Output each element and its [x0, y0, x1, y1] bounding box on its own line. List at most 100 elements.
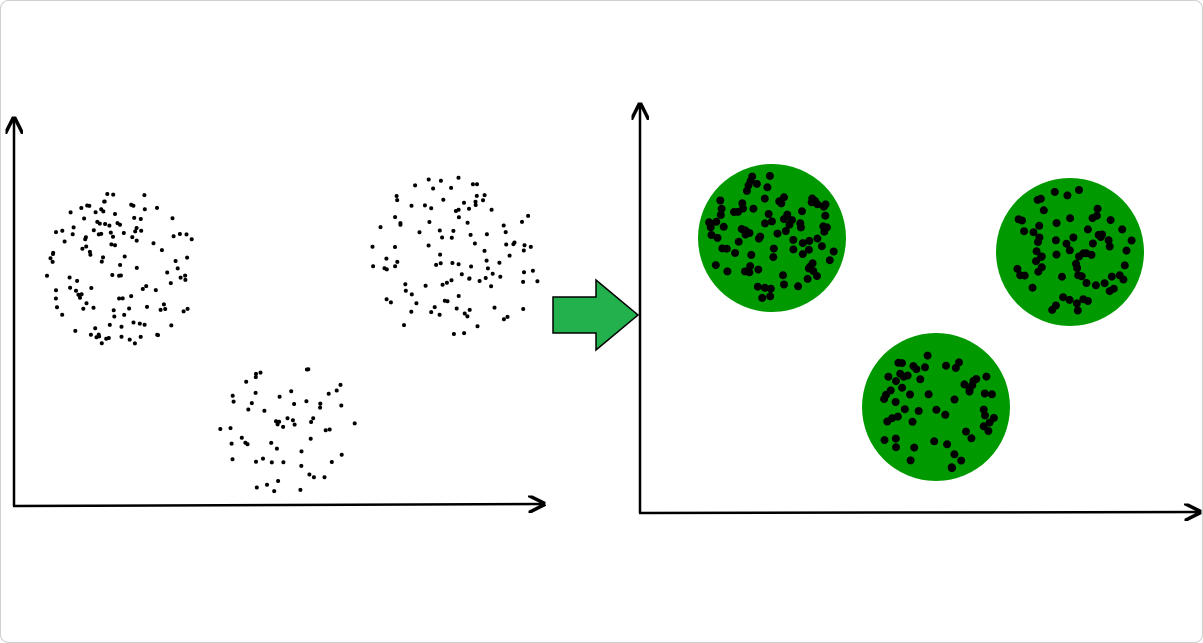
point	[71, 225, 76, 230]
point	[1105, 242, 1114, 251]
point	[403, 288, 408, 293]
point	[393, 264, 398, 269]
point	[489, 207, 494, 212]
point	[393, 215, 398, 220]
point	[449, 278, 454, 283]
point	[122, 254, 127, 259]
point	[132, 341, 137, 346]
point	[916, 375, 925, 384]
point	[276, 479, 281, 483]
point	[734, 237, 743, 246]
point	[269, 460, 274, 465]
point	[97, 221, 102, 226]
point	[54, 288, 58, 293]
point	[432, 305, 437, 310]
point	[1058, 272, 1066, 281]
point	[230, 457, 235, 462]
point	[134, 265, 139, 270]
point	[1051, 301, 1060, 310]
point	[1050, 187, 1059, 196]
point	[968, 381, 977, 390]
point	[426, 177, 431, 182]
point	[189, 237, 194, 242]
point	[183, 277, 188, 282]
point	[96, 332, 101, 337]
point	[535, 279, 540, 284]
point	[244, 379, 249, 384]
point	[253, 375, 258, 380]
point	[440, 235, 445, 240]
point	[490, 271, 495, 276]
point	[107, 322, 112, 327]
point	[512, 240, 517, 245]
point	[1035, 233, 1044, 242]
point	[231, 399, 236, 404]
point	[245, 442, 250, 447]
point	[749, 204, 758, 213]
point	[943, 440, 952, 449]
point	[68, 285, 73, 290]
point	[84, 301, 89, 306]
point	[60, 312, 65, 317]
point	[1037, 252, 1046, 261]
point	[113, 212, 117, 216]
point	[481, 198, 485, 203]
point	[465, 314, 470, 319]
point	[454, 306, 459, 311]
point	[89, 286, 94, 290]
point	[1037, 263, 1046, 272]
point	[482, 193, 487, 198]
point	[817, 242, 826, 251]
point	[892, 377, 900, 386]
point	[923, 351, 932, 360]
point	[780, 193, 788, 202]
point	[131, 203, 136, 208]
point	[130, 235, 135, 240]
point	[140, 287, 145, 291]
point	[1106, 216, 1115, 225]
point	[987, 390, 996, 399]
point	[249, 401, 254, 406]
point	[183, 273, 188, 278]
point	[1013, 264, 1022, 273]
point	[498, 274, 503, 279]
point	[819, 202, 828, 211]
point	[142, 322, 147, 327]
point	[1100, 279, 1109, 288]
point	[921, 363, 929, 372]
point	[459, 272, 464, 277]
point	[437, 312, 442, 317]
point	[711, 261, 720, 270]
point	[449, 185, 454, 190]
point	[426, 243, 431, 248]
point	[1073, 264, 1082, 272]
point	[1119, 275, 1128, 284]
point	[108, 230, 113, 235]
point	[1033, 195, 1042, 204]
point	[719, 222, 728, 231]
point	[456, 262, 461, 267]
point	[79, 292, 84, 297]
point	[54, 230, 58, 235]
point	[292, 422, 297, 427]
point	[104, 336, 109, 341]
point	[1020, 227, 1029, 236]
point	[520, 219, 524, 224]
point	[980, 389, 989, 398]
point	[409, 203, 414, 208]
point	[1020, 271, 1029, 280]
point	[769, 253, 778, 262]
point	[158, 307, 163, 312]
point	[764, 210, 773, 218]
point	[132, 215, 137, 220]
point	[754, 265, 763, 274]
point	[798, 207, 806, 216]
point	[451, 228, 456, 233]
point	[1083, 297, 1092, 305]
point	[522, 270, 526, 275]
point	[942, 361, 950, 370]
point	[979, 405, 988, 414]
point	[50, 259, 55, 264]
point	[482, 248, 487, 253]
